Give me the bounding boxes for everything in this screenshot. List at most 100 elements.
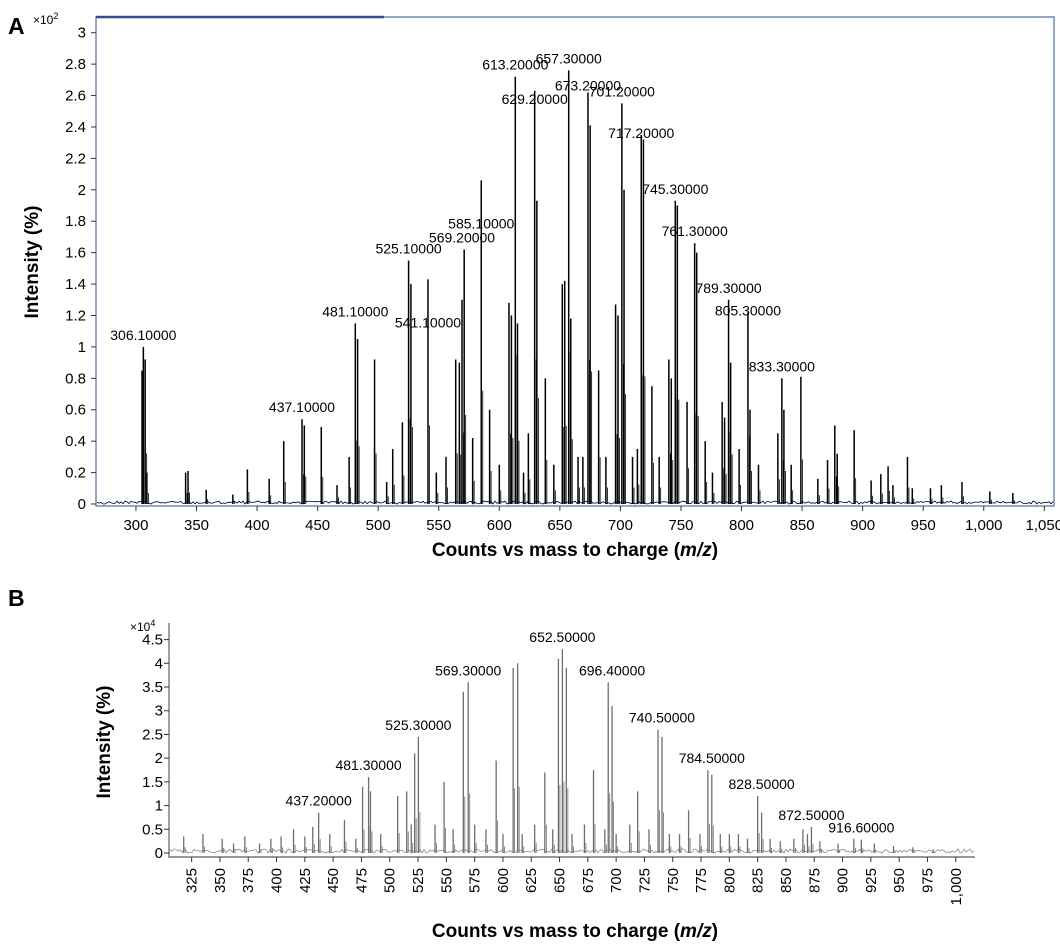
x-tick-label: 1,050: [1026, 517, 1060, 534]
peak-label: 696.40000: [579, 662, 645, 678]
y-tick-label: 2.5: [142, 726, 163, 743]
peak-label: 585.10000: [448, 215, 514, 231]
x-tick-label: 825: [750, 868, 767, 893]
x-tick-label: 500: [366, 517, 391, 534]
x-tick-label: 425: [297, 868, 314, 893]
panel-b-peak-labels: 437.20000 481.30000 525.30000 569.30000 652.…: [286, 629, 895, 836]
x-tick-label: 800: [721, 868, 738, 893]
x-tick-label: 975: [919, 868, 936, 893]
y-tick-label: 0.6: [65, 402, 86, 419]
peak-label: 437.20000: [286, 793, 352, 809]
panel-a-peak-labels: 306.10000 437.10000 481.10000 525.10000 541.…: [110, 50, 815, 415]
x-tick-label: 475: [353, 868, 370, 893]
peak-label: 828.50000: [729, 776, 795, 792]
peak-label: 833.30000: [749, 358, 815, 374]
panel-b-letter: B: [8, 585, 25, 611]
x-tick-label: 400: [245, 517, 270, 534]
x-tick-label: 700: [608, 517, 633, 534]
y-tick-label: 2: [155, 750, 163, 767]
peak-label: 569.20000: [429, 230, 495, 246]
x-tick-label: 900: [835, 868, 852, 893]
x-tick-label: 725: [636, 868, 653, 893]
y-tick-label: 0.4: [65, 433, 86, 450]
peak-label: 437.10000: [269, 399, 335, 415]
y-tick-label: 2.4: [65, 119, 86, 136]
y-tick-label: 1: [78, 339, 86, 356]
x-tick-label: 525: [410, 868, 427, 893]
panel-a-x-axis-title: Counts vs mass to charge (m/z): [432, 540, 718, 561]
y-tick-label: 3.5: [142, 679, 163, 696]
peak-label: 872.50000: [778, 807, 844, 823]
x-tick-label: 1,000: [965, 517, 1003, 534]
y-tick-label: 0: [78, 496, 86, 513]
panel-b-y-axis: 0 0.5 1 1.5 2 2.5 3 3.5 4 4.5: [142, 632, 169, 862]
panel-b-x-axis-title: Counts vs mass to charge (m/z): [432, 921, 718, 942]
y-tick-label: 1.6: [65, 245, 86, 262]
y-tick-label: 1.2: [65, 307, 86, 324]
x-tick-label: 600: [487, 517, 512, 534]
x-tick-label: 575: [467, 868, 484, 893]
y-tick-label: 2: [78, 182, 86, 199]
x-tick-label: 800: [729, 517, 754, 534]
x-tick-label: 950: [911, 517, 936, 534]
peak-label: 652.50000: [529, 629, 595, 645]
peak-label: 761.30000: [662, 223, 728, 239]
panel-a-peaks: [141, 70, 1015, 504]
y-tick-label: 2.6: [65, 88, 86, 105]
x-tick-label: 550: [426, 517, 451, 534]
y-tick-label: 2.2: [65, 150, 86, 167]
peak-label: 525.30000: [385, 717, 451, 733]
y-tick-label: 0.2: [65, 465, 86, 482]
panel-a-plot-frame: [95, 16, 1055, 507]
x-tick-label: 950: [891, 868, 908, 893]
panel-b: B ×104 0 0.5 1 1.5 2 2.5 3 3.5 4 4.5 325 350 375 400…: [8, 585, 975, 942]
x-tick-label: 300: [123, 517, 148, 534]
x-tick-label: 375: [240, 868, 257, 893]
panel-a: A ×102 0 0.2 0.4 0.6 0.8 1 1.2 1.4 1.6 1.8 2 2.2 2.4…: [8, 11, 1060, 561]
panel-b-peaks: [183, 649, 936, 853]
x-tick-label: 625: [523, 868, 540, 893]
x-tick-label: 450: [325, 868, 342, 893]
peak-label: 745.30000: [642, 181, 708, 197]
x-tick-label: 600: [495, 868, 512, 893]
y-tick-label: 0.8: [65, 370, 86, 387]
x-tick-label: 350: [184, 517, 209, 534]
panel-a-x-axis: 300 350 400 450 500 550 600 650 700 750 800 850 900 9…: [123, 506, 1060, 534]
peak-label: 525.10000: [375, 241, 441, 257]
peak-label: 613.20000: [482, 57, 548, 73]
peak-label: 805.30000: [715, 302, 781, 318]
y-tick-label: 2.8: [65, 56, 86, 73]
peak-label: 569.30000: [435, 662, 501, 678]
x-tick-label: 550: [438, 868, 455, 893]
panel-b-x-axis: 325 350 375 400 425 450 475 500 525 550 575 600 625 6…: [184, 857, 965, 906]
peak-label: 541.10000: [395, 314, 461, 330]
peak-label: 657.30000: [536, 50, 602, 66]
y-tick-label: 0.5: [142, 821, 163, 838]
panel-a-baseline-noise: [96, 500, 1054, 505]
y-tick-label: 0: [155, 845, 163, 862]
x-tick-label: 925: [863, 868, 880, 893]
peak-label: 481.10000: [322, 303, 388, 319]
x-tick-label: 850: [790, 517, 815, 534]
x-tick-label: 325: [184, 868, 201, 893]
panel-a-y-axis: 0 0.2 0.4 0.6 0.8 1 1.2 1.4 1.6 1.8 2 2.2 2.4 2.6 2.8 3: [65, 25, 96, 513]
y-tick-label: 1.8: [65, 213, 86, 230]
panel-a-y-axis-title: Intensity (%): [22, 206, 43, 319]
x-tick-label: 500: [382, 868, 399, 893]
x-tick-label: 750: [665, 868, 682, 893]
peak-label: 717.20000: [608, 125, 674, 141]
x-tick-label: 400: [269, 868, 286, 893]
x-tick-label: 650: [547, 517, 572, 534]
panel-b-y-axis-title: Intensity (%): [94, 686, 115, 799]
x-tick-label: 650: [552, 868, 569, 893]
x-tick-label: 900: [850, 517, 875, 534]
x-tick-label: 875: [806, 868, 823, 893]
y-tick-label: 4.5: [142, 632, 163, 649]
y-tick-label: 3: [78, 25, 86, 42]
x-tick-label: 450: [305, 517, 330, 534]
peak-label: 306.10000: [110, 327, 176, 343]
peak-label: 740.50000: [629, 710, 695, 726]
x-tick-label: 1,000: [948, 868, 965, 906]
x-tick-label: 675: [580, 868, 597, 893]
